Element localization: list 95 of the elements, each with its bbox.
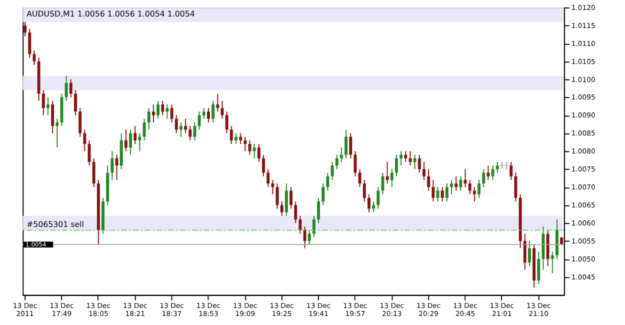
candlestick (344, 129, 348, 159)
candlestick (317, 197, 320, 224)
candlestick (92, 158, 96, 188)
candlestick (298, 215, 302, 234)
candlestick (206, 108, 210, 123)
candlestick (308, 230, 311, 246)
candlestick (234, 132, 238, 144)
candlestick (147, 108, 150, 130)
candlestick (225, 111, 228, 134)
candlestick (367, 194, 370, 213)
candlestick (322, 182, 325, 206)
candlestick (161, 100, 164, 116)
candlestick (422, 161, 426, 180)
candlestick (69, 78, 72, 98)
candlestick (395, 154, 398, 177)
candlestick (166, 104, 169, 120)
candlestick (358, 168, 362, 188)
candlestick (110, 150, 114, 180)
candlestick (51, 100, 54, 134)
candlestick (386, 161, 389, 184)
candlestick (239, 132, 242, 144)
candlestick (468, 179, 472, 195)
candlestick (335, 154, 338, 170)
candlestick (24, 21, 27, 37)
candlestick (445, 182, 448, 202)
candlestick (510, 161, 513, 180)
candlestick (550, 251, 554, 274)
candlestick (129, 129, 132, 156)
candlestick (271, 179, 274, 195)
candlestick (257, 143, 260, 162)
candlestick (184, 118, 188, 134)
candlestick (432, 179, 435, 202)
candlestick (294, 200, 298, 224)
ref-line-label: #5065301 sell (26, 220, 84, 230)
candlestick (413, 154, 416, 170)
candlestick (202, 108, 206, 120)
candlestick (134, 126, 137, 144)
candlestick (174, 114, 178, 134)
candlestick (78, 108, 82, 138)
candlestick (459, 176, 462, 192)
candlestick (472, 186, 476, 202)
candlestick (427, 168, 430, 192)
candlestick (46, 96, 50, 116)
candlestick (216, 93, 220, 112)
candlestick (230, 126, 233, 144)
candlestick (418, 154, 421, 174)
candlestick (284, 182, 288, 216)
candlestick (312, 215, 316, 238)
candlestick (478, 179, 481, 198)
candlestick (28, 28, 32, 58)
candlestick (138, 132, 142, 152)
candlestick (482, 168, 486, 188)
candlestick (179, 122, 182, 138)
candlestick (450, 179, 453, 195)
candlestick (42, 90, 45, 116)
candlestick (156, 100, 160, 120)
candlestick (390, 168, 394, 188)
candlestick (537, 251, 540, 285)
candlestick (252, 143, 256, 159)
candlestick (486, 165, 490, 180)
candlestick (340, 147, 343, 162)
candlestick (188, 126, 192, 141)
candlestick (262, 154, 265, 177)
candlestick (523, 233, 526, 270)
candlestick (124, 129, 128, 152)
candlestick (198, 111, 201, 130)
candlestick (170, 104, 174, 123)
candlestick (83, 129, 86, 152)
chart-title: AUDUSD,M1 1.0056 1.0056 1.0054 1.0054 (26, 9, 195, 18)
candlestick (244, 136, 247, 152)
candlestick (193, 122, 196, 141)
candlestick (64, 75, 68, 102)
candlestick (56, 118, 59, 148)
candlestick (330, 161, 334, 180)
candlestick (372, 200, 376, 213)
candlestick (454, 176, 458, 192)
candlestick (376, 186, 380, 210)
candlestick (440, 186, 444, 202)
candlestick (32, 50, 36, 66)
candlestick (349, 132, 352, 159)
candlestick (326, 172, 330, 192)
candlestick (528, 240, 531, 267)
candlestick (152, 104, 155, 123)
candlestick (496, 161, 499, 174)
candlestick (212, 100, 215, 123)
candlestick (362, 179, 366, 202)
candlestick (491, 165, 494, 180)
candlestick (354, 150, 357, 177)
candlestick (404, 150, 408, 162)
candlestick (514, 172, 518, 202)
candlestick (74, 90, 77, 116)
candlestick (280, 200, 284, 216)
candlestick (266, 168, 270, 188)
candlestick (400, 150, 403, 166)
candlestick (290, 186, 292, 210)
